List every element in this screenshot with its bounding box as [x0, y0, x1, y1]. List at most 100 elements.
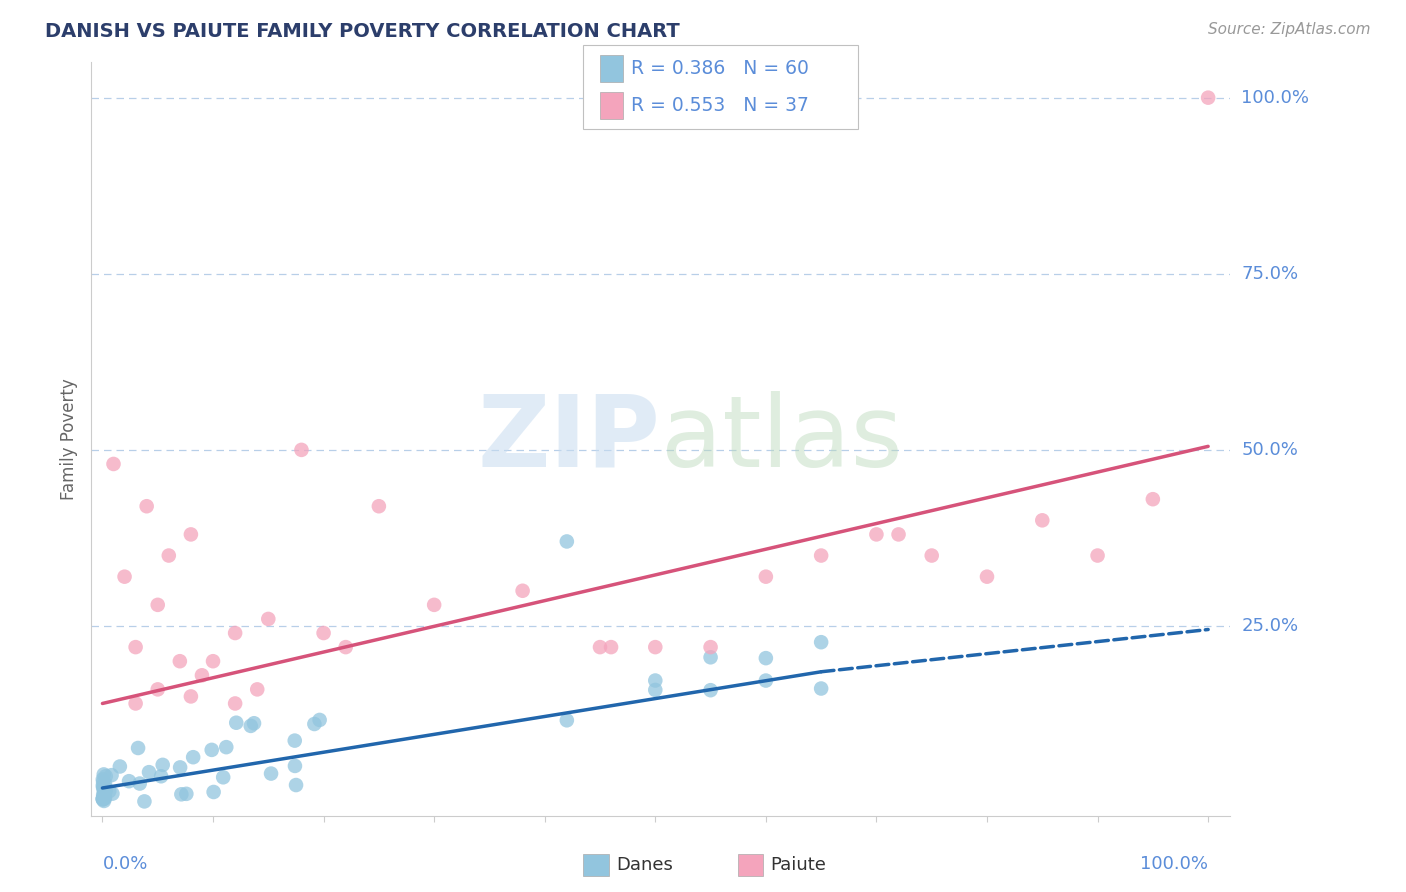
Point	[93, 767, 115, 781]
Point	[91, 779, 114, 793]
Text: Source: ZipAtlas.com: Source: ZipAtlas.com	[1208, 22, 1371, 37]
Point	[93, 780, 115, 794]
Point	[180, 690, 202, 704]
Point	[512, 583, 534, 598]
Point	[887, 527, 910, 541]
Point	[191, 668, 214, 682]
Point	[94, 777, 117, 791]
Point	[589, 640, 612, 654]
Text: Danes: Danes	[616, 856, 672, 874]
Point	[239, 719, 262, 733]
Point	[810, 635, 832, 649]
Point	[202, 785, 225, 799]
Point	[246, 682, 269, 697]
Point	[810, 549, 832, 563]
Point	[98, 784, 121, 798]
Point	[555, 534, 578, 549]
Point	[644, 640, 666, 654]
Text: Paiute: Paiute	[770, 856, 827, 874]
Point	[93, 784, 115, 798]
Point	[243, 716, 266, 731]
Point	[108, 759, 131, 773]
Point	[146, 598, 169, 612]
Point	[91, 792, 114, 806]
Point	[810, 681, 832, 696]
Point	[1142, 492, 1164, 507]
Point	[976, 569, 998, 583]
Point	[93, 790, 115, 805]
Point	[257, 612, 280, 626]
Point	[644, 673, 666, 688]
Point	[699, 683, 721, 698]
Point	[150, 769, 173, 783]
Point	[91, 791, 114, 805]
Point	[101, 787, 124, 801]
Text: 75.0%: 75.0%	[1241, 265, 1299, 283]
Point	[600, 640, 623, 654]
Point	[152, 757, 174, 772]
Point	[103, 457, 125, 471]
Point	[135, 500, 157, 514]
Point	[94, 769, 117, 783]
Point	[284, 759, 307, 773]
Point	[124, 697, 146, 711]
Point	[91, 780, 114, 795]
Point	[138, 765, 160, 780]
Point	[114, 569, 136, 583]
Point	[91, 789, 114, 803]
Text: 100.0%: 100.0%	[1241, 88, 1309, 107]
Point	[755, 651, 778, 665]
Point	[128, 776, 150, 790]
Point	[91, 772, 114, 787]
Point	[644, 682, 666, 697]
Point	[290, 442, 312, 457]
Point	[308, 713, 330, 727]
Text: ZIP: ZIP	[478, 391, 661, 488]
Point	[100, 768, 122, 782]
Point	[93, 785, 115, 799]
Point	[169, 760, 191, 774]
Point	[94, 780, 117, 795]
Point	[921, 549, 943, 563]
Point	[1197, 90, 1219, 104]
Point	[224, 697, 246, 711]
Point	[94, 784, 117, 798]
Point	[157, 549, 180, 563]
Point	[93, 784, 115, 798]
Point	[699, 650, 721, 665]
Point	[94, 791, 117, 805]
Point	[335, 640, 357, 654]
Point	[169, 654, 191, 668]
Text: 50.0%: 50.0%	[1241, 441, 1298, 458]
Point	[755, 673, 778, 688]
Point	[260, 766, 283, 780]
Point	[284, 733, 307, 747]
Point	[304, 717, 326, 731]
Point	[1087, 549, 1109, 563]
Point	[134, 794, 156, 808]
Point	[124, 640, 146, 654]
Point	[225, 715, 247, 730]
Text: R = 0.386   N = 60: R = 0.386 N = 60	[631, 59, 810, 78]
Point	[224, 626, 246, 640]
Point	[699, 640, 721, 654]
Point	[180, 527, 202, 541]
Text: R = 0.553   N = 37: R = 0.553 N = 37	[631, 96, 810, 115]
Text: 100.0%: 100.0%	[1140, 855, 1208, 873]
Point	[555, 714, 578, 728]
Point	[91, 791, 114, 805]
Point	[285, 778, 308, 792]
Point	[201, 743, 224, 757]
Point	[93, 787, 115, 801]
Point	[118, 774, 141, 789]
Point	[202, 654, 225, 668]
Text: 0.0%: 0.0%	[103, 855, 148, 873]
Point	[91, 775, 114, 789]
Point	[127, 741, 149, 756]
Point	[755, 569, 778, 583]
Point	[215, 740, 238, 755]
Y-axis label: Family Poverty: Family Poverty	[60, 378, 79, 500]
Point	[865, 527, 887, 541]
Point	[176, 787, 198, 801]
Text: DANISH VS PAIUTE FAMILY POVERTY CORRELATION CHART: DANISH VS PAIUTE FAMILY POVERTY CORRELAT…	[45, 22, 679, 41]
